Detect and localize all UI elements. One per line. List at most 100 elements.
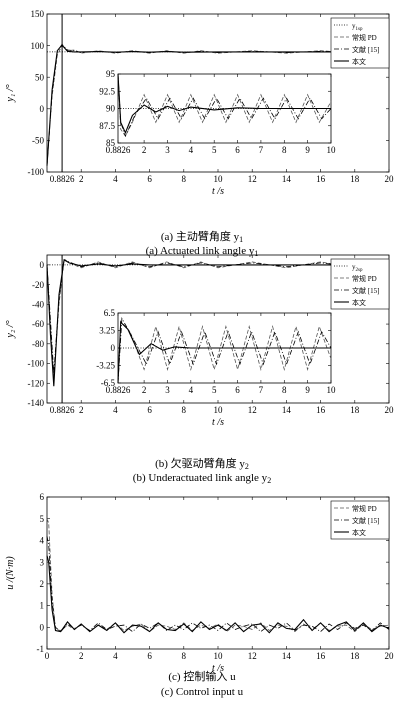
chart0-legend-label-3: 本文 (352, 57, 366, 66)
chart2-xtick-label: 16 (316, 651, 326, 661)
chart1-xtick-label: 12 (248, 405, 257, 415)
chart0-ytick-label: -50 (32, 136, 44, 146)
chart1-inset-xtick-label: 5 (212, 385, 217, 395)
chart0-ytick-label: 150 (31, 9, 45, 19)
chart2-legend-label-2: 本文 (352, 528, 366, 537)
chart0-inset-xtick-label: 2 (142, 145, 147, 155)
chart1-xtick-label: 14 (282, 405, 292, 415)
chart1-ylabel: y₂ /° (5, 320, 16, 338)
chart0-inset-ytick-label: 87.5 (99, 121, 115, 131)
chart1-legend-box (330, 258, 390, 310)
chart2-xtick-label: 0 (45, 651, 50, 661)
chart0-xtick-label: 4 (113, 174, 118, 184)
chart1-xtick-label: 8 (182, 405, 187, 415)
chart0-inset-ytick-label: 85 (106, 138, 116, 148)
chart1-inset-ytick-label: 6.5 (104, 308, 116, 318)
chart1-inset-xtick-label: 10 (327, 385, 337, 395)
chart1-legend-label-3: 本文 (352, 298, 366, 307)
chart0-inset-xtick-label: 5 (212, 145, 217, 155)
chart1-series-1 (46, 258, 390, 379)
chart1-inset-ytick-label: 0 (111, 343, 116, 353)
chart2-legend-box (330, 500, 390, 540)
chart1-inset-xtick-label: 7 (259, 385, 264, 395)
chart1-inset-ytick-label: -3.25 (96, 361, 115, 371)
chart1-inset-xtick-label: 4 (189, 385, 194, 395)
chart0-inset-xtick-label: 0.8826 (106, 145, 131, 155)
chart0-xtick-label: 14 (282, 174, 292, 184)
chart0-ytick-label: -100 (28, 167, 45, 177)
chart2-ytick-label: -1 (37, 644, 45, 654)
chart0-legend-label-1: 常规 PD (352, 33, 377, 42)
chart1-ytick-label: -140 (28, 398, 45, 408)
chart0-inset-ytick-label: 95 (106, 69, 116, 79)
chart0-legend-label-2: 文献 [15] (352, 45, 379, 54)
chart1-series-3 (46, 259, 389, 387)
chart1-xtick-label: 6 (147, 405, 152, 415)
chart2-xtick-label: 18 (350, 651, 360, 661)
chart0-xlabel: t /s (212, 186, 224, 197)
chart1-ytick-label: -80 (32, 339, 44, 349)
chart0-inset-series-3 (117, 73, 331, 135)
chart2-ytick-label: 6 (40, 492, 45, 502)
chart0-ytick-label: 100 (31, 41, 45, 51)
chart2-ylabel: u /(N·m) (5, 556, 16, 590)
chart0-xtick-label: 16 (316, 174, 326, 184)
chart0-inset-xtick-label: 10 (327, 145, 337, 155)
chart0-ylabel: y₁ /° (5, 84, 16, 102)
chart2-ytick-label: 0 (40, 622, 45, 632)
chart2-xlabel: t /s (212, 663, 224, 674)
chart1-xtick-label: 0.8826 (50, 405, 75, 415)
chart0-xtick-label: 6 (147, 174, 152, 184)
chart1-inset-series-1 (117, 320, 332, 384)
chart1-ytick-label: -120 (28, 378, 45, 388)
chart1-xtick-label: 10 (214, 405, 224, 415)
chart2-ytick-label: 3 (40, 557, 45, 567)
chart0-xtick-label: 8 (182, 174, 187, 184)
chart2-series-2 (46, 555, 390, 634)
chart0-inset-xtick-label: 9 (305, 145, 310, 155)
chart1-inset-xtick-label: 8 (282, 385, 287, 395)
chart0-ytick-label: 50 (35, 72, 45, 82)
caption-a-cn: (a) 主动臂角度 y1 (160, 231, 244, 244)
chart1-inset-ytick-label: 3.25 (99, 326, 115, 336)
chart2-ytick-label: 5 (40, 514, 45, 524)
chart1-xtick-label: 18 (350, 405, 360, 415)
chart0-legend-box (330, 17, 390, 69)
chart1-ytick-label: 0 (40, 260, 45, 270)
chart1-ytick-label: -60 (32, 319, 44, 329)
chart2-xtick-label: 8 (182, 651, 187, 661)
chart2-series-1 (46, 536, 390, 633)
chart1-inset-series-3 (117, 320, 331, 384)
chart0-inset-xtick-label: 8 (282, 145, 287, 155)
chart0-inset-xtick-label: 6 (235, 145, 240, 155)
chart2-xtick-label: 20 (385, 651, 395, 661)
chart2-legend-label-1: 文献 [15] (352, 516, 379, 525)
chart1-legend-label-1: 常规 PD (352, 274, 377, 283)
chart0-xtick-label: 12 (248, 174, 257, 184)
chart1-inset-xtick-label: 9 (305, 385, 310, 395)
chart1-xtick-label: 2 (79, 405, 84, 415)
chart0-inset-xtick-label: 4 (189, 145, 194, 155)
chart1-xtick-label: 20 (385, 405, 395, 415)
chart1-inset-xtick-label: 6 (235, 385, 240, 395)
chart1-inset-xtick-label: 3 (165, 385, 170, 395)
chart0-ytick-label: 0 (40, 104, 45, 114)
chart0-inset-ytick-label: 92.5 (99, 86, 115, 96)
chart2-xtick-label: 2 (79, 651, 84, 661)
chart1-inset-xtick-label: 0.8826 (106, 385, 131, 395)
chart0-inset-xtick-label: 7 (259, 145, 264, 155)
chart1-ytick-label: -20 (32, 280, 44, 290)
chart2-legend-label-0: 常规 PD (352, 504, 377, 513)
chart0-xtick-label: 0.8826 (50, 174, 75, 184)
chart1-xtick-label: 16 (316, 405, 326, 415)
chart0-xtick-label: 18 (350, 174, 360, 184)
chart2-xtick-label: 10 (214, 651, 224, 661)
caption-b-cn: (b) 欠驱动臂角度 y2 (155, 458, 249, 471)
chart0-inset-series-1 (117, 73, 332, 137)
chart2-ytick-label: 4 (40, 536, 45, 546)
chart2-xtick-label: 14 (282, 651, 292, 661)
chart2-xtick-label: 12 (248, 651, 257, 661)
chart1-legend-label-2: 文献 [15] (352, 286, 379, 295)
chart1-inset-xtick-label: 2 (142, 385, 147, 395)
